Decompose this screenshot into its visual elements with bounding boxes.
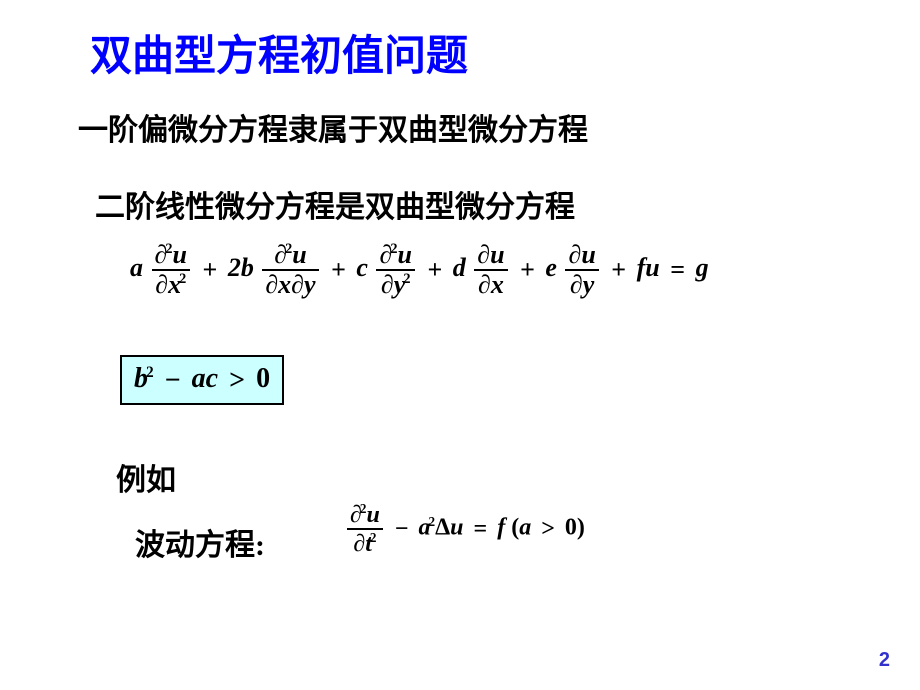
body-line-1: 一阶偏微分方程隶属于双曲型微分方程 xyxy=(78,105,588,149)
term-fu: fu xyxy=(637,253,660,282)
slide: 双曲型方程初值问题 一阶偏微分方程隶属于双曲型微分方程 二阶线性微分方程是双曲型… xyxy=(0,0,920,690)
equation-pde: a ∂2u ∂x2 + 2b ∂2u ∂x∂y + c ∂2u ∂y2 + d … xyxy=(130,242,709,298)
equation-wave: ∂2u ∂t2 − a2Δu = f (a > 0) xyxy=(345,502,585,556)
coef-b: 2b xyxy=(228,253,254,282)
coef-a: a xyxy=(130,253,143,282)
coef-c: c xyxy=(356,253,368,282)
coef-e: e xyxy=(545,253,557,282)
rhs-g: g xyxy=(696,253,709,282)
page-number: 2 xyxy=(879,649,890,672)
wave-equation-label: 波动方程: xyxy=(135,520,265,564)
hyperbolic-condition-box: b2 − ac > 0 xyxy=(120,355,284,405)
slide-title: 双曲型方程初值问题 xyxy=(90,22,468,83)
coef-d: d xyxy=(453,253,466,282)
body-line-2: 二阶线性微分方程是双曲型微分方程 xyxy=(95,182,575,226)
example-label: 例如 xyxy=(116,455,176,499)
